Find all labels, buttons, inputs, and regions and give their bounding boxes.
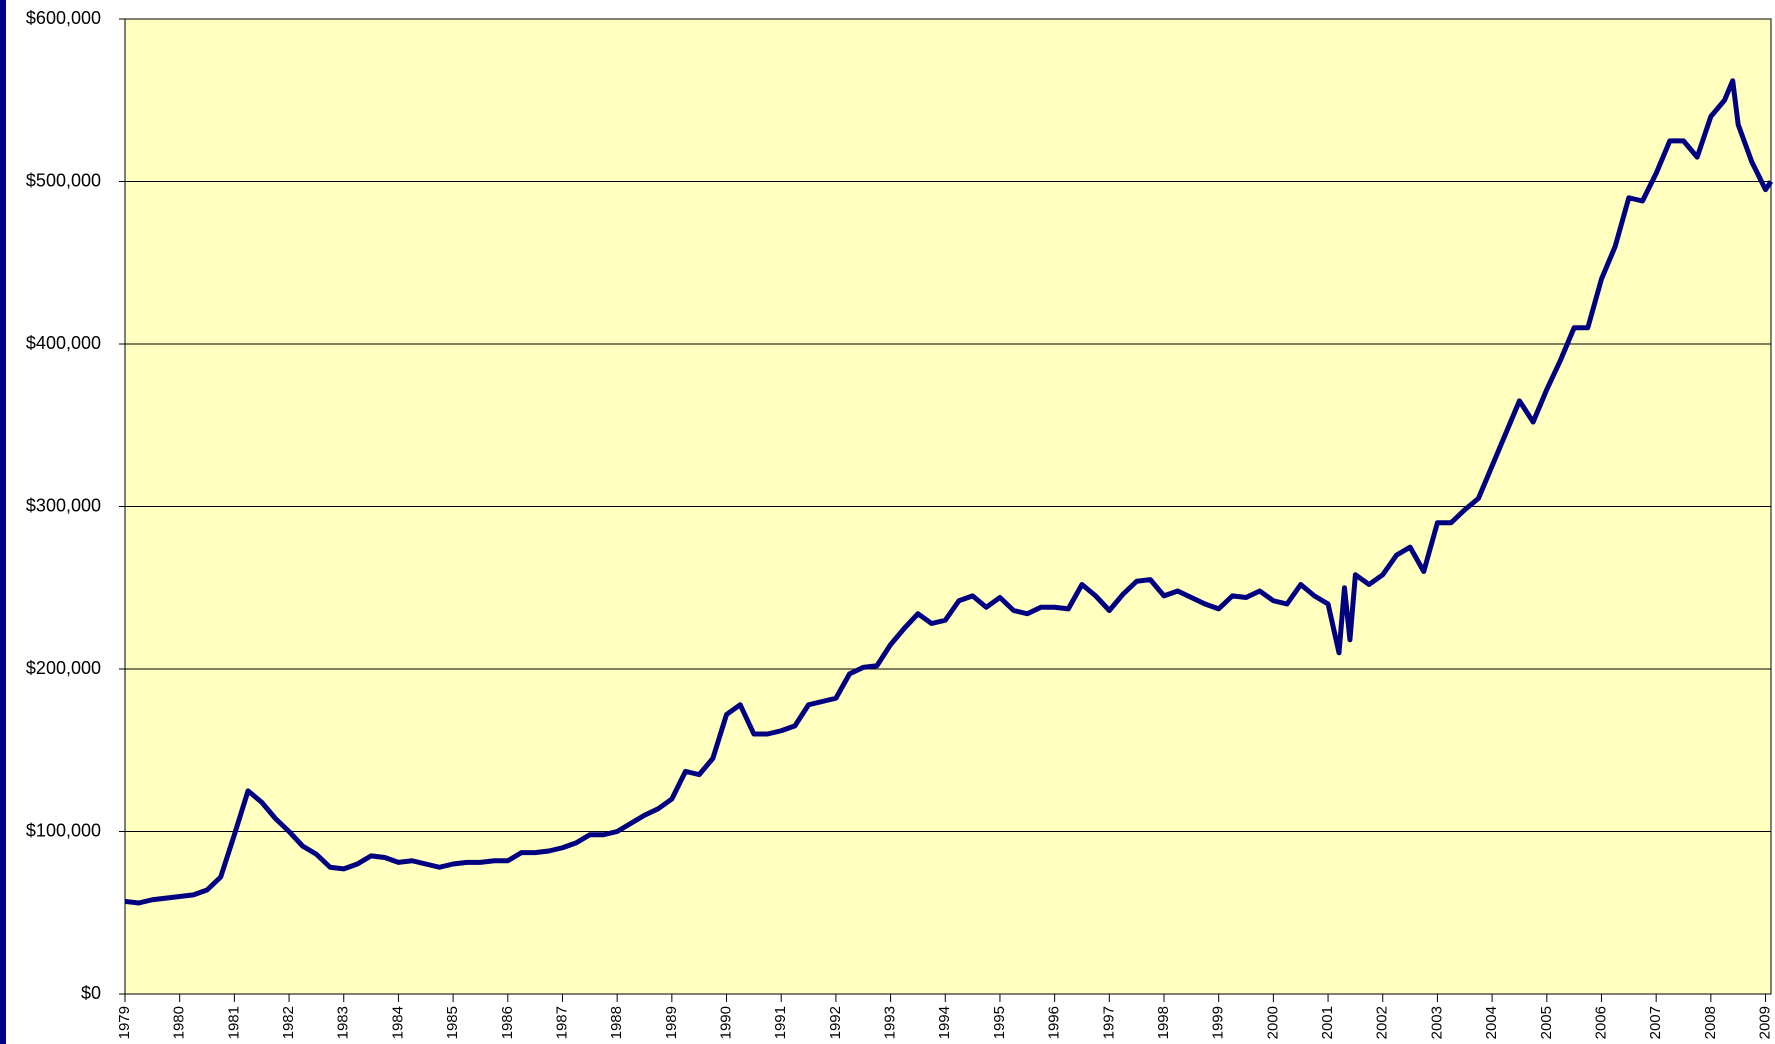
x-tick-label: 1993 xyxy=(882,1006,899,1039)
x-tick-label: 1981 xyxy=(225,1006,242,1039)
x-tick-label: 1987 xyxy=(553,1006,570,1039)
x-tick-label: 2008 xyxy=(1702,1006,1719,1039)
x-tick-label: 2005 xyxy=(1538,1006,1555,1039)
x-tick-label: 1998 xyxy=(1155,1006,1172,1039)
x-tick-label: 2004 xyxy=(1483,1006,1500,1039)
y-tick-label: $400,000 xyxy=(26,333,101,353)
x-tick-label: 2007 xyxy=(1647,1006,1664,1039)
x-tick-label: 1999 xyxy=(1210,1006,1227,1039)
x-tick-label: 2009 xyxy=(1757,1006,1774,1039)
x-tick-label: 1984 xyxy=(389,1006,406,1039)
y-tick-label: $600,000 xyxy=(26,8,101,28)
x-tick-label: 1992 xyxy=(827,1006,844,1039)
y-tick-label: $200,000 xyxy=(26,658,101,678)
x-tick-label: 1997 xyxy=(1100,1006,1117,1039)
side-bar xyxy=(0,0,6,1044)
x-tick-label: 1986 xyxy=(499,1006,516,1039)
x-tick-label: 2000 xyxy=(1264,1006,1281,1039)
y-tick-label: $300,000 xyxy=(26,495,101,515)
x-tick-label: 1989 xyxy=(663,1006,680,1039)
x-tick-label: 2001 xyxy=(1319,1006,1336,1039)
x-tick-label: 1979 xyxy=(116,1006,133,1039)
line-series xyxy=(124,78,1774,906)
x-tick-label: 2002 xyxy=(1374,1006,1391,1039)
x-tick-label: 1985 xyxy=(444,1006,461,1039)
x-tick-label: 1990 xyxy=(717,1006,734,1039)
y-tick-label: $100,000 xyxy=(26,820,101,840)
x-tick-label: 1991 xyxy=(772,1006,789,1039)
x-tick-label: 2003 xyxy=(1428,1006,1445,1039)
y-tick-label: $0 xyxy=(81,983,101,1003)
x-tick-label: 1982 xyxy=(280,1006,297,1039)
y-tick-label: $500,000 xyxy=(26,170,101,190)
x-tick-label: 1988 xyxy=(608,1006,625,1039)
x-tick-label: 1980 xyxy=(171,1006,188,1039)
x-tick-label: 1995 xyxy=(991,1006,1008,1039)
x-tick-label: 2006 xyxy=(1592,1006,1609,1039)
x-tick-label: 1994 xyxy=(936,1006,953,1039)
x-tick-label: 1996 xyxy=(1046,1006,1063,1039)
x-tick-label: 1983 xyxy=(335,1006,352,1039)
